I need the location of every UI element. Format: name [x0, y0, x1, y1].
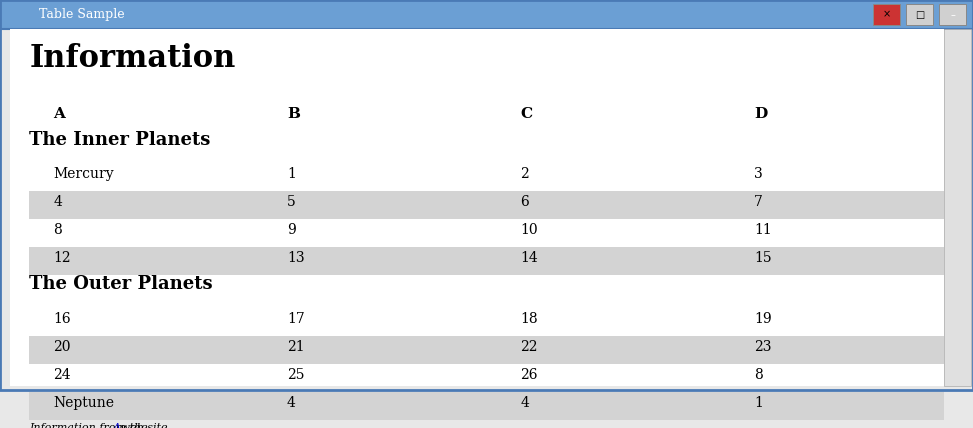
Text: 23: 23: [754, 340, 772, 354]
FancyBboxPatch shape: [944, 29, 971, 386]
Text: web site.: web site.: [117, 423, 171, 428]
Text: □: □: [915, 10, 924, 20]
Text: 1: 1: [287, 167, 296, 181]
Text: 4: 4: [54, 195, 62, 209]
FancyBboxPatch shape: [873, 4, 900, 25]
Text: The Outer Planets: The Outer Planets: [29, 275, 213, 293]
Text: B: B: [287, 107, 300, 121]
Text: 16: 16: [54, 312, 71, 326]
Text: 18: 18: [521, 312, 538, 326]
Text: –: –: [950, 10, 955, 20]
Text: 26: 26: [521, 368, 538, 382]
FancyBboxPatch shape: [0, 0, 973, 29]
FancyBboxPatch shape: [29, 247, 944, 275]
Text: 10: 10: [521, 223, 538, 237]
Text: 6: 6: [521, 195, 529, 209]
Text: Mercury: Mercury: [54, 167, 114, 181]
Text: 13: 13: [287, 251, 305, 265]
Text: 15: 15: [754, 251, 772, 265]
FancyBboxPatch shape: [29, 392, 944, 420]
Text: 1: 1: [754, 396, 763, 410]
Text: 19: 19: [754, 312, 772, 326]
Text: 14: 14: [521, 251, 538, 265]
Text: 24: 24: [54, 368, 71, 382]
Text: 2: 2: [521, 167, 529, 181]
Text: 22: 22: [521, 340, 538, 354]
Text: 5: 5: [287, 195, 296, 209]
FancyBboxPatch shape: [10, 29, 944, 386]
Text: 4: 4: [287, 396, 296, 410]
Text: 8: 8: [54, 223, 62, 237]
Text: 9: 9: [287, 223, 296, 237]
Text: Information from the: Information from the: [29, 423, 152, 428]
Text: 4: 4: [521, 396, 529, 410]
Text: 8: 8: [754, 368, 763, 382]
Text: A: A: [54, 107, 65, 121]
Text: A: A: [113, 423, 121, 428]
Text: 21: 21: [287, 340, 305, 354]
Text: 7: 7: [754, 195, 763, 209]
Text: 17: 17: [287, 312, 305, 326]
FancyBboxPatch shape: [939, 4, 966, 25]
Text: C: C: [521, 107, 532, 121]
Text: 25: 25: [287, 368, 305, 382]
Text: 11: 11: [754, 223, 772, 237]
Text: Information: Information: [29, 43, 235, 74]
Text: Table Sample: Table Sample: [39, 8, 125, 21]
Text: 12: 12: [54, 251, 71, 265]
Text: D: D: [754, 107, 768, 121]
Text: 3: 3: [754, 167, 763, 181]
Text: Neptune: Neptune: [54, 396, 115, 410]
FancyBboxPatch shape: [29, 336, 944, 364]
Text: ×: ×: [883, 10, 890, 20]
FancyBboxPatch shape: [906, 4, 933, 25]
Text: 20: 20: [54, 340, 71, 354]
FancyBboxPatch shape: [29, 191, 944, 219]
Text: The Inner Planets: The Inner Planets: [29, 131, 210, 149]
